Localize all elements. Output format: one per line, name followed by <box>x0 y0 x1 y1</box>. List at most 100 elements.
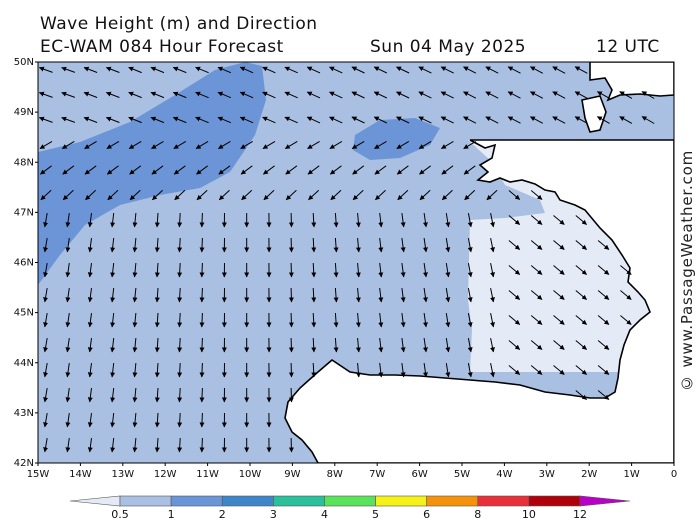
direction-arrow <box>152 189 163 201</box>
direction-arrow <box>490 263 495 278</box>
direction-arrow <box>396 66 410 74</box>
direction-arrow <box>84 140 97 150</box>
direction-arrow <box>218 189 230 201</box>
direction-arrow <box>467 288 473 303</box>
direction-arrow <box>597 265 610 275</box>
direction-arrow <box>485 66 499 74</box>
direction-arrow <box>508 290 521 300</box>
latitude-labels: 50N 49N 48N 47N 46N 45N 44N 43N 42N <box>14 57 38 469</box>
direction-arrow <box>110 362 116 378</box>
legend-label: 6 <box>423 508 430 521</box>
longitude-label: 13W <box>111 469 134 480</box>
direction-arrow <box>132 387 138 403</box>
direction-arrow <box>641 91 655 99</box>
direction-arrow <box>154 237 160 253</box>
direction-arrow <box>620 290 632 300</box>
direction-arrow <box>597 290 610 300</box>
direction-arrow <box>378 337 384 353</box>
direction-arrow <box>87 238 93 253</box>
direction-arrow <box>574 91 588 99</box>
direction-arrow <box>445 288 451 303</box>
direction-arrow <box>575 365 587 375</box>
direction-arrow <box>61 66 76 73</box>
direction-arrow <box>467 363 473 378</box>
direction-arrow <box>217 140 231 150</box>
direction-arrow <box>43 213 49 228</box>
direction-arrow <box>195 140 209 150</box>
direction-arrow <box>199 212 205 228</box>
legend-swatch <box>375 495 427 507</box>
direction-arrow <box>490 238 495 253</box>
direction-arrow <box>351 91 365 99</box>
direction-arrow <box>508 215 521 225</box>
direction-arrow <box>172 91 187 99</box>
direction-arrow <box>150 66 165 74</box>
legend-swatch <box>426 495 479 507</box>
direction-arrow <box>445 313 451 328</box>
direction-arrow <box>65 413 71 428</box>
direction-arrow <box>355 362 361 378</box>
direction-arrow <box>552 91 566 99</box>
direction-arrow <box>132 362 138 378</box>
land-normandy <box>589 62 674 102</box>
direction-arrow <box>333 237 339 253</box>
direction-arrow <box>65 388 71 403</box>
direction-arrow <box>400 238 406 253</box>
direction-arrow <box>530 240 543 250</box>
direction-arrow <box>177 387 183 403</box>
direction-arrow <box>240 165 253 175</box>
direction-arrow <box>575 390 587 400</box>
direction-arrow <box>508 340 521 350</box>
direction-arrow <box>463 91 477 99</box>
direction-arrow <box>40 165 52 175</box>
direction-arrow <box>87 363 93 378</box>
direction-arrow <box>154 412 160 428</box>
direction-arrow <box>463 140 476 150</box>
direction-arrow <box>172 66 187 74</box>
direction-arrow <box>263 189 275 201</box>
direction-arrow <box>65 263 71 278</box>
direction-arrow <box>419 165 432 175</box>
direction-arrow <box>508 190 521 200</box>
direction-arrow <box>174 189 186 201</box>
direction-arrow <box>154 362 160 378</box>
direction-arrow <box>106 140 120 150</box>
direction-arrow <box>38 91 53 98</box>
direction-arrow <box>422 238 428 253</box>
forecast-subtitle: EC-WAM 084 Hour Forecast <box>40 37 284 57</box>
direction-arrow <box>467 313 473 328</box>
direction-arrow <box>40 189 52 201</box>
direction-arrow <box>530 190 543 200</box>
direction-arrow <box>418 66 432 74</box>
direction-arrow <box>400 263 406 278</box>
longitude-label: 15W <box>27 469 50 480</box>
direction-arrow <box>440 116 454 124</box>
direction-arrow <box>530 365 543 375</box>
longitude-label: 2W <box>581 469 597 480</box>
direction-arrow <box>43 388 49 403</box>
direction-arrow <box>440 140 454 150</box>
direction-arrow <box>597 315 610 325</box>
direction-arrow <box>39 140 53 150</box>
direction-arrow <box>400 338 406 353</box>
direction-arrow <box>445 263 451 278</box>
longitude-label: 4W <box>496 469 512 480</box>
direction-arrow <box>87 388 93 403</box>
legend-label: 12 <box>573 508 587 521</box>
latitude-label: 44N <box>14 358 34 369</box>
direction-arrow <box>306 116 321 124</box>
direction-arrow <box>507 116 521 124</box>
direction-arrow <box>311 337 317 353</box>
direction-arrow <box>128 116 142 124</box>
direction-arrow <box>374 140 387 150</box>
direction-arrow <box>574 116 588 124</box>
direction-arrow <box>177 437 183 453</box>
direction-arrow <box>154 212 160 228</box>
direction-arrow <box>284 66 298 74</box>
direction-arrow <box>173 165 186 175</box>
direction-arrow <box>65 338 71 353</box>
direction-arrow <box>177 287 183 303</box>
legend-label: 10 <box>522 508 536 521</box>
direction-arrow <box>43 338 49 353</box>
